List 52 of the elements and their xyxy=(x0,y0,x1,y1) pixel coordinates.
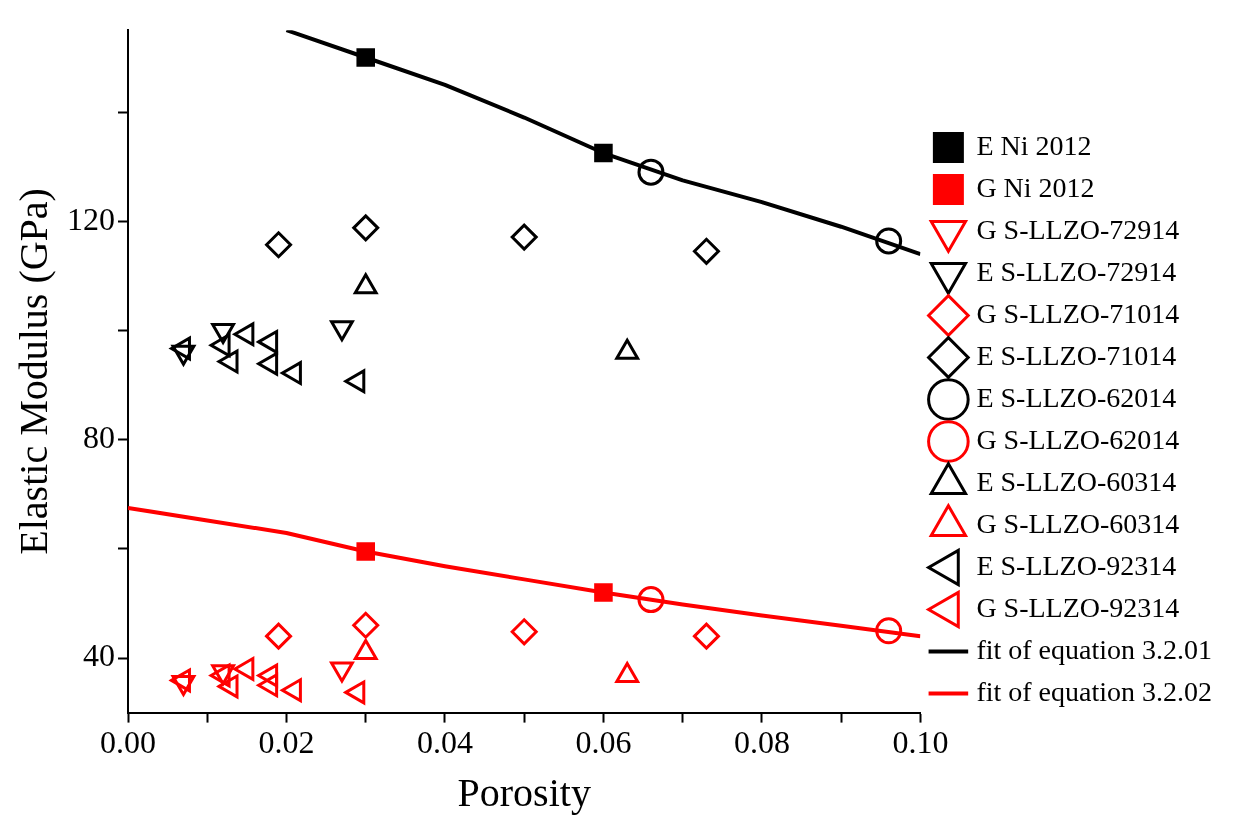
point xyxy=(257,673,279,698)
point xyxy=(280,361,302,385)
legend-label: E S-LLZO-92314 xyxy=(976,549,1177,581)
point xyxy=(209,333,231,358)
point xyxy=(257,351,279,376)
x-tick-label: 0.00 xyxy=(100,724,156,761)
point xyxy=(280,678,302,703)
point xyxy=(217,674,239,699)
point xyxy=(692,237,720,265)
point xyxy=(257,330,279,354)
y-axis-title: Elastic Modulus (GPa) xyxy=(10,188,56,555)
legend-label: G S-LLZO-92314 xyxy=(976,591,1180,623)
point xyxy=(637,158,665,186)
legend-label: G S-LLZO-72914 xyxy=(976,213,1180,245)
x-tick-label: 0.10 xyxy=(892,724,949,761)
legend-label: E S-LLZO-60314 xyxy=(976,465,1177,497)
legend-label: E S-LLZO-72914 xyxy=(976,255,1177,287)
legend-label: E S-LLZO-62014 xyxy=(976,381,1177,413)
point xyxy=(637,586,665,614)
point xyxy=(510,223,538,251)
legend-label: E S-LLZO-71014 xyxy=(976,339,1177,371)
point xyxy=(356,48,375,67)
legend-label: E Ni 2012 xyxy=(976,129,1092,161)
point xyxy=(233,657,255,681)
y-tick-label: 40 xyxy=(83,637,115,674)
x-tick-label: 0.02 xyxy=(258,724,315,761)
legend-label: G S-LLZO-62014 xyxy=(976,423,1180,455)
point xyxy=(356,542,375,561)
point xyxy=(875,227,903,255)
x-tick-label: 0.06 xyxy=(575,724,632,761)
point xyxy=(233,322,255,347)
point xyxy=(169,668,191,693)
legend-label: fit of equation 3.2.01 xyxy=(976,633,1212,665)
point xyxy=(344,680,366,705)
legend-label: G Ni 2012 xyxy=(976,171,1095,203)
point xyxy=(344,369,366,394)
point xyxy=(217,349,239,374)
point xyxy=(169,336,191,361)
point xyxy=(692,622,720,650)
point xyxy=(510,618,538,646)
y-tick-label: 120 xyxy=(67,200,115,237)
point xyxy=(875,617,903,645)
y-tick-label: 80 xyxy=(83,419,115,456)
point xyxy=(594,143,613,163)
point xyxy=(594,583,613,602)
legend-label: G S-LLZO-71014 xyxy=(976,297,1180,329)
x-axis-title: Porosity xyxy=(457,769,591,815)
x-tick-label: 0.08 xyxy=(733,724,790,761)
legend-label: fit of equation 3.2.02 xyxy=(976,675,1212,707)
point xyxy=(257,663,279,688)
legend-label: G S-LLZO-60314 xyxy=(976,507,1180,539)
x-tick-label: 0.04 xyxy=(416,724,473,761)
